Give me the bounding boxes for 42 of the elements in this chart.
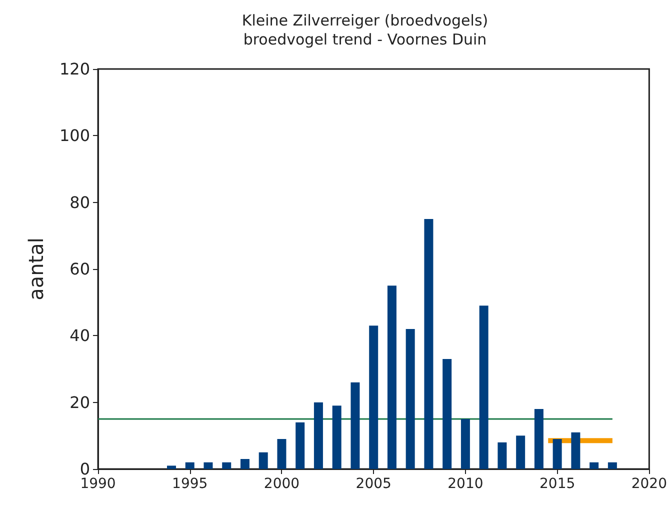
bar xyxy=(571,432,580,469)
y-tick-label: 60 xyxy=(70,260,90,278)
bar xyxy=(406,329,415,469)
bar xyxy=(387,286,396,469)
y-tick-label: 0 xyxy=(80,460,90,478)
bar xyxy=(552,439,562,469)
x-tick-label: 2000 xyxy=(264,476,300,492)
y-tick-label: 100 xyxy=(59,126,90,146)
bar xyxy=(369,326,378,469)
bar xyxy=(204,462,213,469)
chart-title: Kleine Zilverreiger (broedvogels) xyxy=(242,12,488,30)
x-tick-label: 2005 xyxy=(356,476,392,492)
bar xyxy=(258,452,268,469)
bar xyxy=(350,382,360,469)
y-tick-label: 40 xyxy=(70,326,90,346)
bar xyxy=(166,466,176,469)
bar xyxy=(460,419,470,469)
x-tick-label: 2020 xyxy=(631,476,668,492)
bar xyxy=(240,459,250,469)
bar xyxy=(498,442,507,469)
x-tick-label: 2015 xyxy=(540,476,576,492)
bar xyxy=(314,402,323,469)
y-tick-label: 20 xyxy=(70,392,90,412)
bar xyxy=(608,462,617,469)
bar xyxy=(332,406,342,469)
y-tick-label: 120 xyxy=(59,60,90,78)
bar xyxy=(222,462,232,469)
y-tick-label: 80 xyxy=(70,192,90,212)
x-tick-label: 1995 xyxy=(172,476,208,492)
bar xyxy=(277,439,286,469)
bar xyxy=(296,422,305,469)
bar xyxy=(479,306,488,469)
bar xyxy=(590,462,599,469)
bar xyxy=(442,359,452,469)
x-tick-label: 1990 xyxy=(80,476,116,492)
chart-subtitle: broedvogel trend - Voornes Duin xyxy=(243,30,487,48)
bar xyxy=(185,462,194,469)
bar xyxy=(534,409,544,469)
bar xyxy=(424,219,434,469)
bar xyxy=(516,436,526,469)
x-tick-label: 2010 xyxy=(448,476,484,492)
y-axis-title: aantal xyxy=(24,238,48,300)
